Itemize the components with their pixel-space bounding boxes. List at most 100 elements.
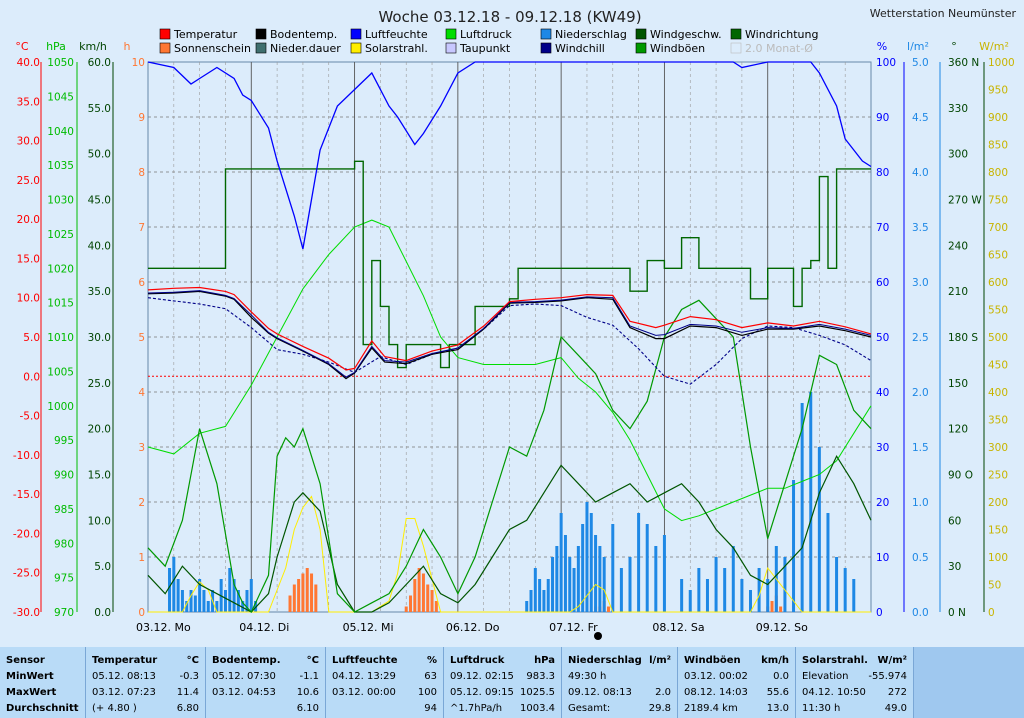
solar-tick-label: 950 [988,85,1008,97]
bar-niederschlag [749,590,752,612]
temp-tick-label: -5.0 [20,411,41,423]
wind-tick-label: 20.0 [88,424,111,436]
bar-niederschlag [723,568,727,612]
cell-value: 1003.4 [520,703,555,714]
column-unit: °C [306,655,319,666]
wind-tick-label: 10.0 [88,515,111,527]
solar-tick-label: 250 [988,470,1008,482]
cell-value: 0.0 [773,671,789,682]
wind-tick-label: 5.0 [94,561,111,573]
legend-label: Niederschlag [555,28,627,41]
rain-tick-label: 0.0 [912,607,929,619]
hours-tick-label: 1 [138,552,145,564]
humidity-tick-label: 10 [876,552,889,564]
bar-niederschlag [581,524,585,612]
bar-niederschlag [611,524,615,612]
hours-tick-label: 9 [138,112,145,124]
legend-label: Windchill [555,42,605,55]
cell-label: 03.12. 04:53 [212,687,276,698]
direction-tick-label: 90 O [948,470,973,482]
humidity-tick-label: 100 [876,57,896,69]
row-label-max: MaxWert [6,687,57,698]
bar-niederschlag [826,513,830,612]
wind-tick-label: 40.0 [88,240,111,252]
x-tick-label: 06.12. Do [446,621,500,634]
bar-niederschlag [245,590,249,612]
bar-niederschlag [551,557,555,612]
cell-value: 29.8 [648,703,671,714]
bar-sonnenschein [421,573,425,612]
pressure-tick-label: 1030 [47,195,74,207]
temp-tick-label: 35.0 [17,96,40,108]
solar-tick-label: 650 [988,250,1008,262]
humidity-tick-label: 70 [876,222,889,234]
solar-tick-label: 450 [988,360,1008,372]
rain-tick-label: 3.5 [912,222,929,234]
column-unit: °C [186,655,199,666]
direction-tick-label: 0 N [948,607,966,619]
temp-tick-label: -30.0 [13,607,40,619]
cell-label: 05.12. 09:15 [450,687,514,698]
column-unit: km/h [761,655,789,666]
hours-tick-label: 7 [138,222,145,234]
pressure-tick-label: 970 [54,607,74,619]
bar-niederschlag [792,480,796,612]
pressure-tick-label: 980 [54,538,74,550]
wind-tick-label: 0.0 [94,607,111,619]
temp-tick-label: 25.0 [17,175,40,187]
temp-tick-label: -10.0 [13,450,40,462]
cell-value: 55.6 [766,687,789,698]
bar-niederschlag [180,590,184,612]
bar-niederschlag [168,568,172,612]
bar-niederschlag [546,579,550,612]
legend-swatch [730,42,742,54]
temp-unit-label: °C [15,40,29,53]
bar-niederschlag [783,557,787,612]
hours-unit-label: h [124,40,131,53]
column-title: Bodentemp. [212,655,281,666]
bar-niederschlag [809,392,813,612]
bar-sonnenschein [417,568,421,612]
bar-niederschlag [800,403,804,612]
bar-niederschlag [585,502,589,612]
bar-niederschlag [538,579,542,612]
direction-tick-label: 300 [948,149,968,161]
legend-label: Luftfeuchte [365,28,428,41]
temp-tick-label: 30.0 [17,136,40,148]
series-line-windben [147,299,872,614]
bars-layer [168,392,856,612]
solar-tick-label: 150 [988,525,1008,537]
legend-label: Windrichtung [745,28,818,41]
temp-tick-label: 0.0 [23,371,40,383]
legend-swatch [635,28,647,40]
bar-niederschlag [249,579,253,612]
legend-label: Solarstrahl. [365,42,428,55]
legend-swatch [445,42,457,54]
column-title: Luftdruck [450,655,505,666]
solar-tick-label: 400 [988,387,1008,399]
bar-niederschlag [697,568,701,612]
bar-niederschlag [835,557,839,612]
table-column: Luftfeuchte% 04.12. 13:29 63 03.12. 00:00 10… [326,647,444,718]
bar-niederschlag [198,579,202,612]
cell-value: 49.0 [884,703,907,714]
wind-tick-label: 30.0 [88,332,111,344]
solar-tick-label: 700 [988,222,1008,234]
solar-tick-label: 850 [988,140,1008,152]
legend-swatch [350,42,362,54]
pressure-tick-label: 985 [54,504,74,516]
bar-niederschlag [254,601,258,612]
bar-niederschlag [172,557,176,612]
direction-unit-label: ° [951,40,957,53]
table-row-labels: Sensor MinWert MaxWert Durchschnitt [0,647,86,718]
pressure-tick-label: 1040 [47,126,74,138]
solar-tick-label: 750 [988,195,1008,207]
bar-niederschlag [189,590,193,612]
legend-swatch [540,28,552,40]
bar-sonnenschein [409,595,413,612]
column-title: Temperatur [92,655,158,666]
wind-unit-label: km/h [79,40,107,53]
table-column: Windböen km/h 03.12. 00:02 0.0 08.12. 14:03 5… [678,647,796,718]
x-tick-label: 04.12. Di [239,621,289,634]
temp-tick-label: 5.0 [23,332,40,344]
